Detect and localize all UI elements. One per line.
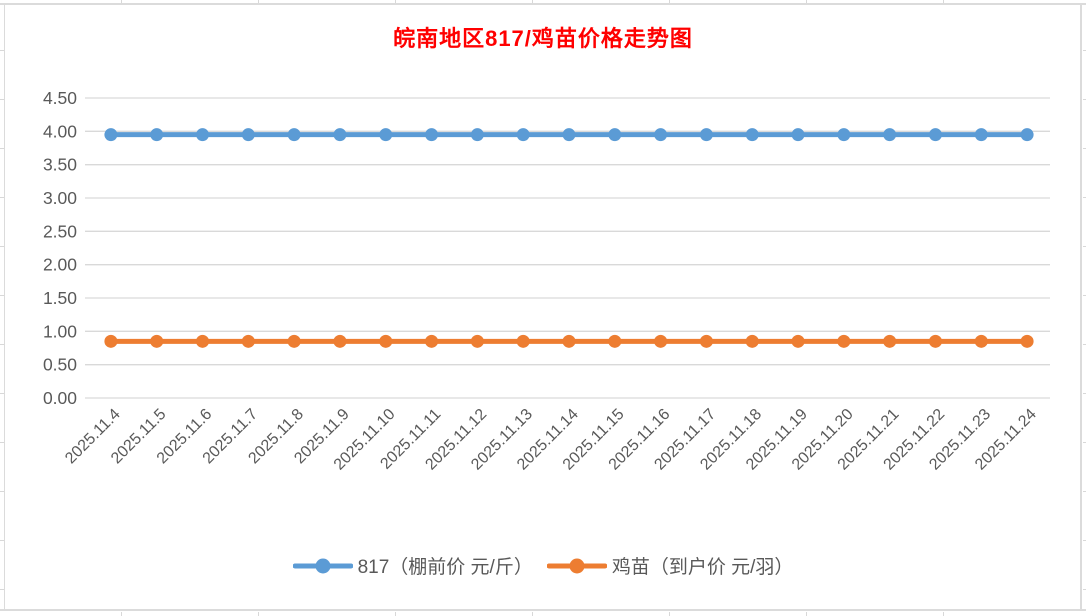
data-point-marker-series-0 — [150, 128, 164, 142]
legend-item-jimiao[interactable]: 鸡苗（到户价 元/羽） — [546, 552, 794, 579]
data-point-marker-series-1 — [745, 334, 759, 348]
data-point-marker-series-1 — [654, 334, 668, 348]
y-axis-tick-label: 3.00 — [43, 188, 77, 208]
data-point-marker-series-1 — [150, 334, 164, 348]
y-axis-tick-label: 4.50 — [43, 88, 77, 108]
data-point-marker-series-0 — [562, 128, 576, 142]
data-point-marker-series-1 — [791, 334, 805, 348]
data-point-marker-series-1 — [1020, 334, 1034, 348]
y-axis-tick-label: 2.50 — [43, 221, 77, 241]
data-point-marker-series-0 — [699, 128, 713, 142]
data-point-marker-series-1 — [470, 334, 484, 348]
data-point-marker-series-1 — [928, 334, 942, 348]
data-point-marker-series-1 — [883, 334, 897, 348]
data-point-marker-series-0 — [241, 128, 255, 142]
data-point-marker-series-1 — [516, 334, 530, 348]
data-point-marker-series-0 — [470, 128, 484, 142]
legend-marker-jimiao-icon — [546, 558, 607, 573]
data-point-marker-series-1 — [608, 334, 622, 348]
chart-title: 皖南地区817/鸡苗价格走势图 — [393, 26, 693, 51]
chart-canvas[interactable] — [5, 5, 1080, 609]
data-point-marker-series-0 — [974, 128, 988, 142]
y-axis-tick-label: 3.50 — [43, 155, 77, 175]
data-point-marker-series-0 — [791, 128, 805, 142]
data-point-marker-series-1 — [333, 334, 347, 348]
legend[interactable]: 817（棚前价 元/斤） 鸡苗（到户价 元/羽） — [0, 552, 1086, 579]
data-point-marker-series-0 — [1020, 128, 1034, 142]
y-axis-tick-label: 2.00 — [43, 255, 77, 275]
data-point-marker-series-1 — [699, 334, 713, 348]
legend-item-817[interactable]: 817（棚前价 元/斤） — [292, 552, 533, 579]
y-axis-tick-label: 0.50 — [43, 355, 77, 375]
data-point-marker-series-0 — [104, 128, 118, 142]
data-point-marker-series-1 — [974, 334, 988, 348]
data-point-marker-series-1 — [196, 334, 210, 348]
data-point-marker-series-1 — [379, 334, 393, 348]
legend-label-jimiao: 鸡苗（到户价 元/羽） — [611, 557, 794, 578]
data-point-marker-series-0 — [928, 128, 942, 142]
y-axis-tick-label: 0.00 — [43, 388, 77, 408]
data-point-marker-series-0 — [333, 128, 347, 142]
y-axis-tick-label: 1.00 — [43, 321, 77, 341]
legend-label-817: 817（棚前价 元/斤） — [357, 557, 533, 578]
data-point-marker-series-0 — [287, 128, 301, 142]
data-point-marker-series-0 — [608, 128, 622, 142]
data-point-marker-series-0 — [654, 128, 668, 142]
data-point-marker-series-1 — [104, 334, 118, 348]
data-point-marker-series-0 — [425, 128, 439, 142]
data-point-marker-series-0 — [837, 128, 851, 142]
data-point-marker-series-1 — [562, 334, 576, 348]
data-point-marker-series-1 — [241, 334, 255, 348]
y-axis-tick-label: 1.50 — [43, 288, 77, 308]
y-axis-tick-label: 4.00 — [43, 121, 77, 141]
data-point-marker-series-1 — [287, 334, 301, 348]
data-point-marker-series-0 — [883, 128, 897, 142]
legend-marker-817-icon — [292, 558, 353, 573]
data-point-marker-series-0 — [196, 128, 210, 142]
data-point-marker-series-1 — [425, 334, 439, 348]
data-point-marker-series-0 — [745, 128, 759, 142]
data-point-marker-series-0 — [516, 128, 530, 142]
data-point-marker-series-1 — [837, 334, 851, 348]
data-point-marker-series-0 — [379, 128, 393, 142]
